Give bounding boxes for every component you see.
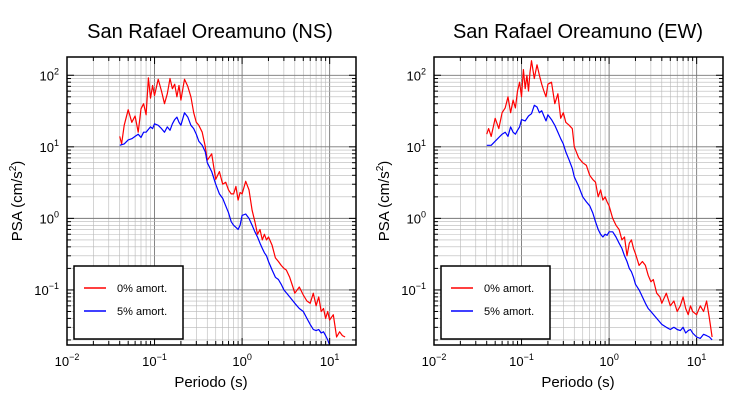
- plot-frame: [433, 56, 724, 346]
- legend-label-0: 0% amort.: [117, 283, 167, 295]
- legend-box: [440, 265, 551, 340]
- y-tick-label: 101: [40, 138, 59, 155]
- grid-lines: [67, 57, 356, 345]
- tick-marks: [434, 57, 723, 345]
- legend-label-1: 5% amort.: [484, 306, 534, 318]
- x-tick-label: 101: [320, 352, 339, 369]
- y-tick-label: 101: [407, 138, 426, 155]
- x-tick-labels: 10−2 10−1 100 101: [422, 352, 707, 369]
- x-tick-labels: 10−2 10−1 100 101: [55, 352, 340, 369]
- x-tick-label: 101: [687, 352, 706, 369]
- legend: 0% amort. 5% amort.: [440, 265, 551, 340]
- series-line-5pct-amort: [119, 112, 331, 345]
- chart-panel-ew: San Rafael Oreamuno (EW) 10−2 10−1 100 101 …: [375, 21, 724, 391]
- y-axis-label: PSA (cm/s2): [375, 161, 393, 242]
- series-line-0pct-amort: [486, 60, 713, 338]
- y-tick-label: 102: [40, 66, 59, 83]
- y-axis-label: PSA (cm/s2): [8, 161, 26, 242]
- series-line-0pct-amort: [119, 77, 346, 338]
- legend-label-0: 0% amort.: [484, 283, 534, 295]
- y-axis-label-main: PSA (cm/s: [9, 171, 26, 241]
- series-layer: [119, 77, 346, 345]
- y-axis-label-close: ): [376, 161, 393, 166]
- tick-marks: [67, 57, 356, 345]
- x-axis-label: Periodo (s): [541, 374, 614, 391]
- chart-title: San Rafael Oreamuno (NS): [87, 21, 333, 43]
- x-tick-label: 10−2: [55, 352, 80, 369]
- chart-title: San Rafael Oreamuno (EW): [453, 21, 703, 43]
- series-line-5pct-amort: [486, 104, 713, 341]
- series-layer: [486, 60, 713, 341]
- legend: 0% amort. 5% amort.: [73, 265, 184, 340]
- y-tick-label: 10−1: [401, 281, 426, 298]
- y-tick-label: 102: [407, 66, 426, 83]
- y-tick-label: 100: [407, 209, 426, 226]
- x-tick-label: 10−1: [142, 352, 167, 369]
- x-axis-label: Periodo (s): [174, 374, 247, 391]
- y-axis-label-sup: 2: [375, 165, 386, 171]
- y-axis-label-sup: 2: [8, 165, 19, 171]
- y-tick-labels: 10−1 100 101 102: [34, 66, 59, 298]
- x-tick-label: 100: [599, 352, 618, 369]
- y-axis-label-main: PSA (cm/s: [376, 171, 393, 241]
- y-tick-label: 10−1: [34, 281, 59, 298]
- x-tick-label: 10−1: [509, 352, 534, 369]
- plot-frame: [66, 56, 357, 346]
- legend-box: [73, 265, 184, 340]
- x-tick-label: 100: [232, 352, 251, 369]
- y-axis-label-close: ): [9, 161, 26, 166]
- x-tick-label: 10−2: [422, 352, 447, 369]
- legend-label-1: 5% amort.: [117, 306, 167, 318]
- chart-panel-ns: San Rafael Oreamuno (NS) 10−2 10−1 100 101 …: [8, 21, 357, 391]
- y-tick-labels: 10−1 100 101 102: [401, 66, 426, 298]
- y-tick-label: 100: [40, 209, 59, 226]
